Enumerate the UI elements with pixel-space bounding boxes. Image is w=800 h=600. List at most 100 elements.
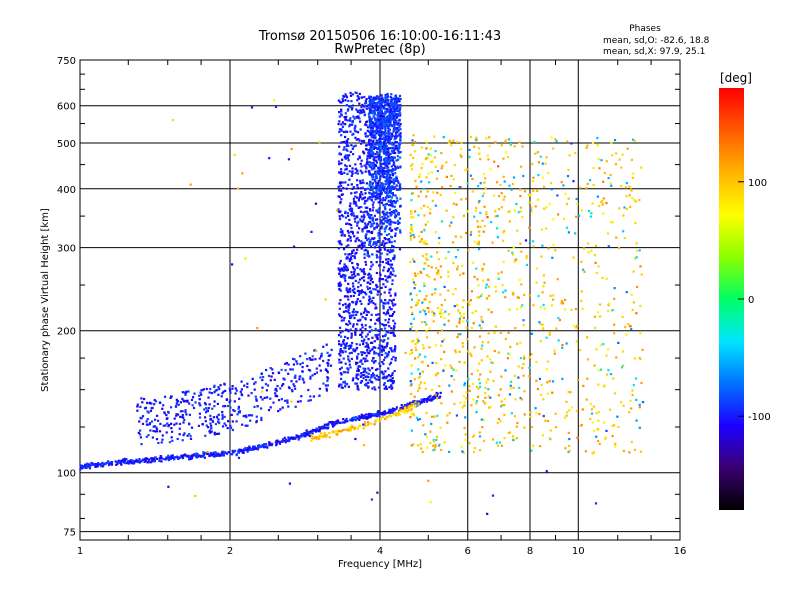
scatter-point: [340, 162, 343, 165]
scatter-point: [464, 433, 467, 436]
scatter-point: [383, 100, 386, 103]
scatter-point: [147, 411, 150, 414]
scatter-point: [374, 104, 377, 107]
scatter-point: [386, 309, 390, 312]
scatter-point: [190, 398, 194, 401]
scatter-point: [311, 432, 314, 435]
scatter-point: [354, 124, 357, 127]
scatter-point: [523, 413, 526, 416]
scatter-point: [275, 444, 278, 447]
scatter-point: [277, 410, 280, 413]
scatter-point: [141, 422, 145, 425]
scatter-point: [492, 438, 495, 441]
scatter-point: [597, 369, 600, 372]
scatter-point: [302, 433, 305, 436]
scatter-point: [583, 270, 586, 273]
chart-title-line1: Tromsø 20150506 16:10:00-16:11:43: [258, 29, 501, 44]
scatter-point: [388, 299, 391, 302]
scatter-point: [320, 355, 323, 358]
scatter-point: [178, 422, 182, 425]
scatter-point: [376, 188, 379, 191]
scatter-point: [639, 332, 642, 335]
scatter-point: [338, 120, 341, 123]
scatter-point: [356, 186, 359, 189]
scatter-point: [122, 460, 125, 463]
scatter-point: [398, 408, 401, 412]
scatter-point: [587, 251, 590, 254]
scatter-point: [355, 373, 358, 376]
scatter-point: [248, 445, 251, 448]
scatter-point: [378, 177, 382, 180]
scatter-point: [292, 383, 295, 386]
scatter-point: [563, 416, 566, 419]
scatter-point: [540, 255, 543, 258]
scatter-point: [388, 139, 391, 142]
scatter-point: [356, 236, 359, 240]
scatter-point: [348, 258, 351, 261]
scatter-point: [410, 404, 413, 407]
scatter-point: [458, 321, 461, 324]
scatter-point: [269, 397, 272, 400]
scatter-point: [389, 276, 392, 279]
scatter-point: [376, 107, 379, 110]
scatter-point: [336, 433, 339, 436]
scatter-point: [465, 231, 468, 235]
scatter-point: [352, 153, 355, 156]
scatter-point: [376, 367, 379, 371]
scatter-point: [396, 413, 399, 417]
scatter-point: [575, 215, 578, 218]
scatter-point: [386, 147, 389, 151]
scatter-point: [314, 202, 317, 205]
scatter-point: [364, 170, 367, 173]
scatter-point: [387, 184, 390, 187]
scatter-point: [392, 181, 395, 184]
scatter-point: [313, 349, 316, 352]
x-tick-label: 16: [674, 546, 687, 557]
scatter-point: [307, 388, 310, 392]
scatter-point: [386, 172, 389, 175]
scatter-point: [345, 187, 348, 190]
scatter-point: [425, 147, 428, 150]
scatter-point: [212, 451, 215, 454]
scatter-point: [360, 96, 363, 99]
scatter-point: [426, 364, 429, 367]
scatter-point: [458, 319, 461, 322]
scatter-points: [79, 91, 645, 515]
scatter-point: [375, 261, 378, 264]
scatter-point: [338, 171, 341, 174]
scatter-point: [502, 198, 505, 201]
scatter-point: [432, 449, 435, 452]
scatter-point: [355, 108, 358, 111]
scatter-point: [258, 444, 261, 447]
scatter-point: [383, 327, 387, 330]
scatter-point: [370, 129, 373, 132]
scatter-point: [373, 227, 376, 230]
scatter-point: [535, 411, 538, 414]
scatter-point: [355, 418, 358, 421]
scatter-point: [140, 460, 143, 463]
scatter-point: [388, 212, 391, 215]
scatter-point: [371, 181, 374, 185]
scatter-point: [150, 402, 153, 405]
scatter-point: [147, 434, 150, 437]
scatter-point: [391, 210, 395, 214]
scatter-point: [482, 418, 485, 422]
scatter-point: [381, 187, 384, 190]
colorbar-tick-label: 100: [748, 178, 767, 189]
scatter-point: [346, 310, 349, 313]
scatter-point: [621, 315, 624, 319]
scatter-point: [174, 456, 177, 459]
scatter-point: [380, 278, 383, 281]
scatter-point: [84, 463, 87, 466]
scatter-point: [390, 358, 393, 361]
scatter-point: [475, 136, 478, 139]
scatter-point: [523, 355, 526, 358]
scatter-point: [251, 377, 254, 380]
scatter-point: [356, 115, 359, 118]
scatter-point: [391, 283, 394, 286]
scatter-point: [542, 285, 545, 288]
scatter-point: [387, 352, 390, 355]
scatter-point: [309, 399, 312, 402]
scatter-point: [477, 243, 480, 246]
scatter-point: [397, 149, 400, 153]
